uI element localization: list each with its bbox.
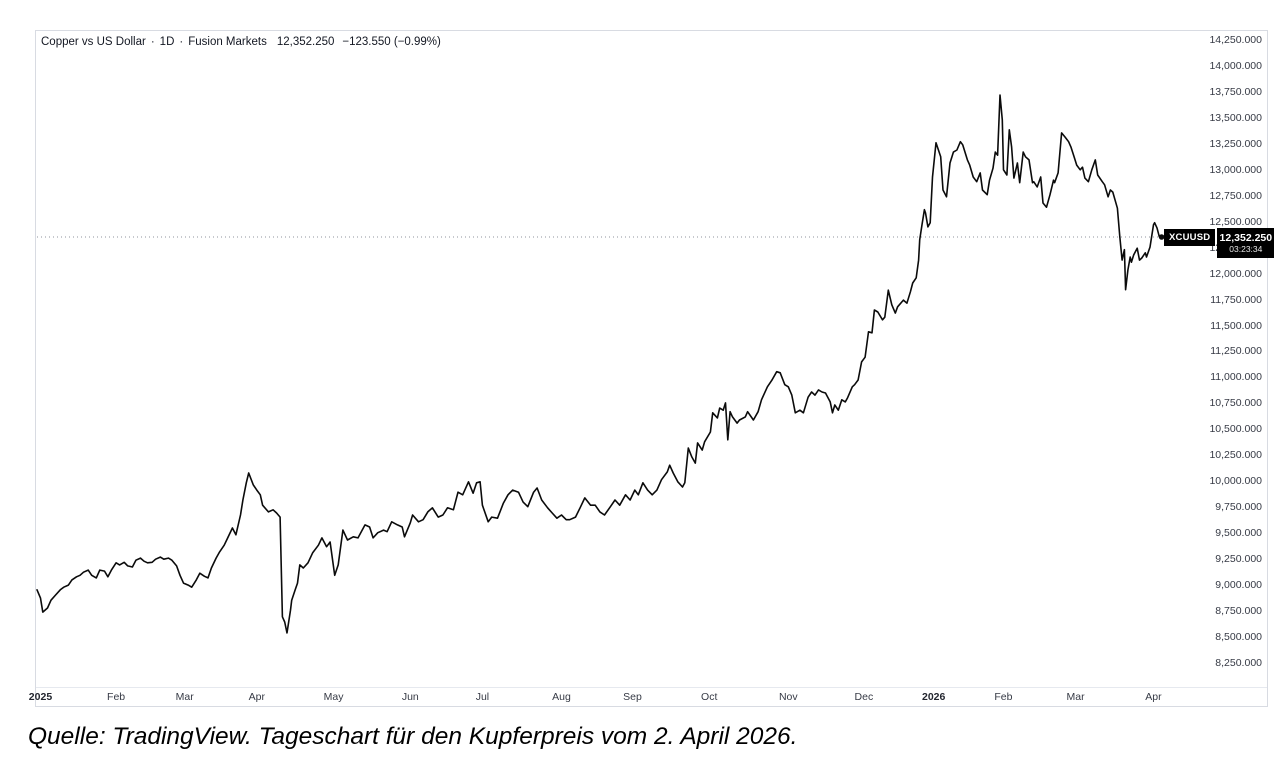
price-label-value: 12,352.250	[1219, 232, 1273, 245]
time-tick-label: Jul	[475, 691, 490, 703]
price-tick-label: 13,500.000	[1209, 111, 1262, 124]
provider-label: Fusion Markets	[188, 36, 267, 48]
price-tick-label: 13,000.000	[1209, 163, 1262, 176]
price-label-box: 12,352.250 03:23:34	[1217, 228, 1275, 259]
price-tick-label: 9,000.000	[1215, 579, 1262, 592]
time-tick-label: Jun	[401, 691, 419, 703]
legend-change: −123.550 (−0.99%)	[342, 36, 441, 48]
price-tick-label: 11,250.000	[1210, 345, 1262, 358]
time-tick-label: Sep	[623, 691, 642, 703]
time-tick-label: Apr	[1145, 691, 1162, 703]
time-axis-divider	[36, 687, 1267, 688]
price-tick-label: 14,000.000	[1209, 59, 1262, 72]
interval-label[interactable]: 1D	[159, 36, 175, 48]
price-tick-label: 14,250.000	[1209, 33, 1262, 46]
caption-text: Quelle: TradingView. Tageschart für den …	[28, 723, 798, 750]
time-tick-label: Feb	[107, 691, 126, 703]
price-tick-label: 12,000.000	[1209, 267, 1262, 280]
price-tick-label: 13,250.000	[1209, 137, 1262, 150]
time-tick-label: 2026	[921, 691, 946, 703]
price-tick-label: 8,500.000	[1215, 631, 1262, 644]
price-tick-label: 12,750.000	[1209, 189, 1262, 202]
current-price-label: XCUUSD 12,352.250 03:23:34	[1164, 228, 1275, 259]
price-tick-label: 11,500.000	[1210, 319, 1262, 332]
legend-last-price: 12,352.250	[276, 36, 335, 48]
price-tick-label: 13,750.000	[1209, 85, 1262, 98]
price-tick-label: 8,750.000	[1215, 605, 1262, 618]
time-tick-label: 2025	[28, 691, 53, 703]
price-tick-label: 8,250.000	[1215, 657, 1262, 669]
time-tick-label: Mar	[175, 691, 194, 703]
legend-separator: ·	[150, 36, 155, 48]
price-tick-label: 10,250.000	[1209, 449, 1262, 462]
symbol-title[interactable]: Copper vs US Dollar	[41, 36, 146, 48]
price-tick-label: 12,500.000	[1209, 215, 1262, 228]
price-tick-label: 9,500.000	[1215, 527, 1262, 540]
symbol-tag: XCUUSD	[1164, 229, 1216, 247]
price-tick-label: 10,750.000	[1209, 397, 1262, 410]
price-tick-label: 10,500.000	[1209, 423, 1262, 436]
price-tick-label: 10,000.000	[1209, 475, 1262, 488]
time-tick-label: Mar	[1066, 691, 1085, 703]
legend-separator: ·	[179, 36, 184, 48]
price-tick-label: 9,750.000	[1215, 501, 1262, 514]
time-tick-label: May	[323, 691, 344, 703]
time-tick-label: Nov	[778, 691, 798, 703]
time-tick-label: Feb	[994, 691, 1013, 703]
price-label-countdown: 03:23:34	[1229, 244, 1263, 255]
time-tick-label: Oct	[701, 691, 718, 703]
chart-legend[interactable]: Copper vs US Dollar · 1D · Fusion Markets 12,…	[41, 36, 441, 48]
price-tick-label: 11,750.000	[1210, 293, 1262, 306]
price-tick-label: 11,000.000	[1210, 371, 1262, 384]
time-tick-label: Apr	[248, 691, 265, 703]
chart-panel	[35, 30, 1268, 707]
price-tick-label: 9,250.000	[1215, 553, 1262, 566]
time-tick-label: Dec	[854, 691, 874, 703]
time-tick-label: Aug	[552, 691, 571, 703]
